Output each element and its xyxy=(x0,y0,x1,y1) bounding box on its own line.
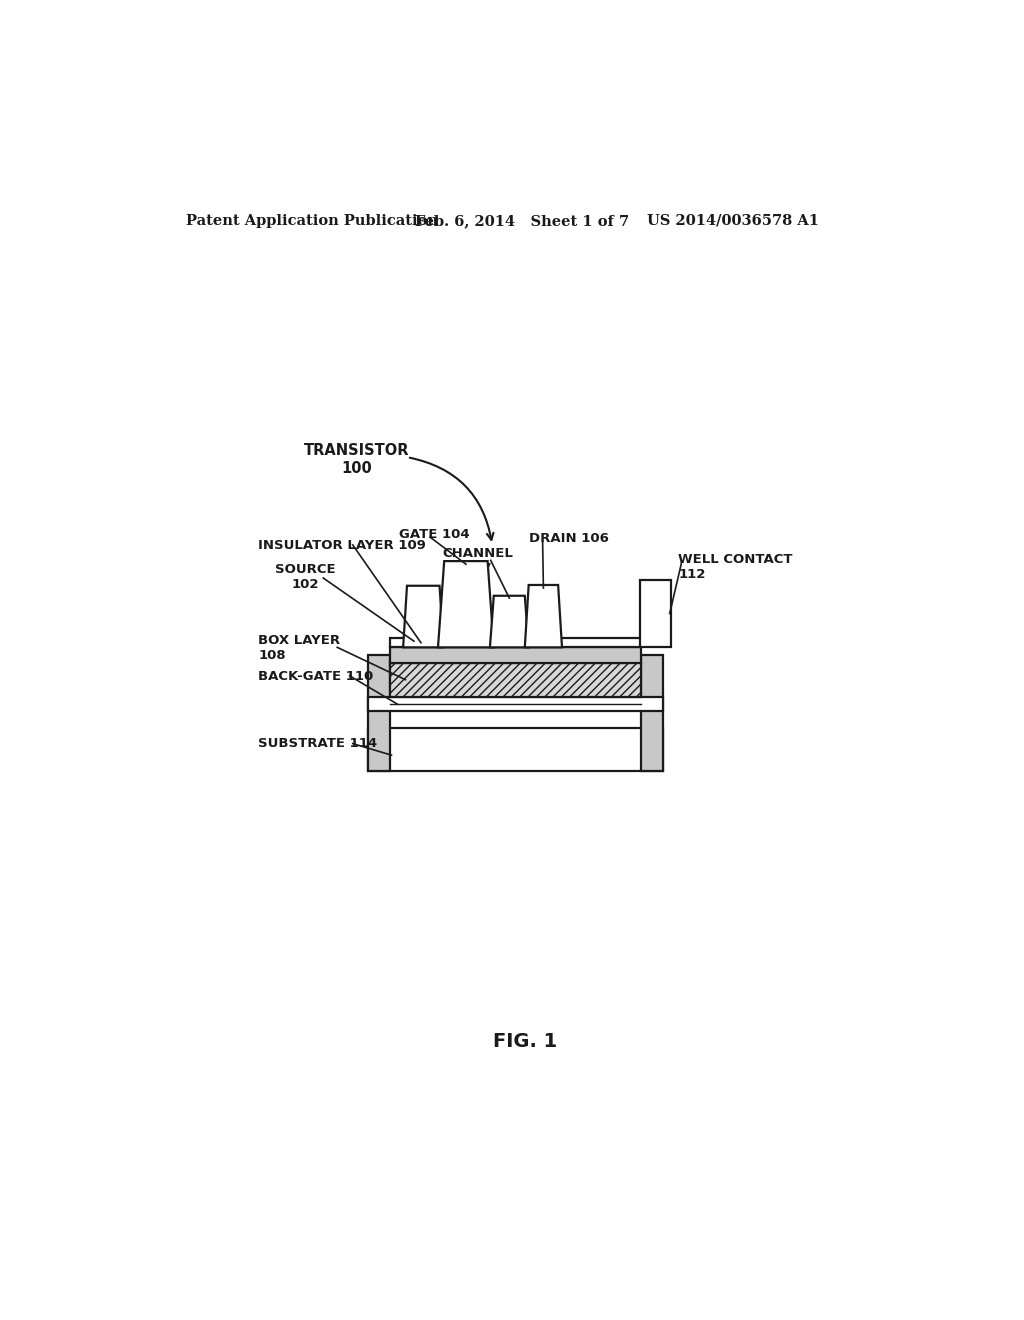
Bar xyxy=(641,655,663,771)
Text: INSULATOR LAYER 109: INSULATOR LAYER 109 xyxy=(258,539,426,552)
Text: FIG. 1: FIG. 1 xyxy=(493,1032,557,1051)
Text: BOX LAYER
108: BOX LAYER 108 xyxy=(258,635,340,663)
Text: TRANSISTOR
100: TRANSISTOR 100 xyxy=(304,444,410,475)
Bar xyxy=(640,581,671,647)
Polygon shape xyxy=(438,561,494,647)
Bar xyxy=(369,697,663,711)
Bar xyxy=(390,647,641,663)
Bar xyxy=(390,638,641,647)
Polygon shape xyxy=(524,585,562,647)
Polygon shape xyxy=(489,595,528,647)
Text: WELL CONTACT
112: WELL CONTACT 112 xyxy=(678,553,793,581)
Text: BACK-GATE 110: BACK-GATE 110 xyxy=(258,671,374,684)
Bar xyxy=(369,655,390,771)
Text: CHANNEL
107: CHANNEL 107 xyxy=(442,548,514,576)
Bar xyxy=(390,663,641,697)
Polygon shape xyxy=(403,586,443,647)
Text: Feb. 6, 2014   Sheet 1 of 7: Feb. 6, 2014 Sheet 1 of 7 xyxy=(415,214,629,228)
Text: SUBSTRATE 114: SUBSTRATE 114 xyxy=(258,738,377,751)
Text: US 2014/0036578 A1: US 2014/0036578 A1 xyxy=(647,214,819,228)
Text: GATE 104: GATE 104 xyxy=(399,528,470,541)
Text: SOURCE
102: SOURCE 102 xyxy=(275,564,336,591)
Bar xyxy=(369,729,663,771)
Text: Patent Application Publication: Patent Application Publication xyxy=(186,214,438,228)
Text: DRAIN 106: DRAIN 106 xyxy=(529,532,609,545)
